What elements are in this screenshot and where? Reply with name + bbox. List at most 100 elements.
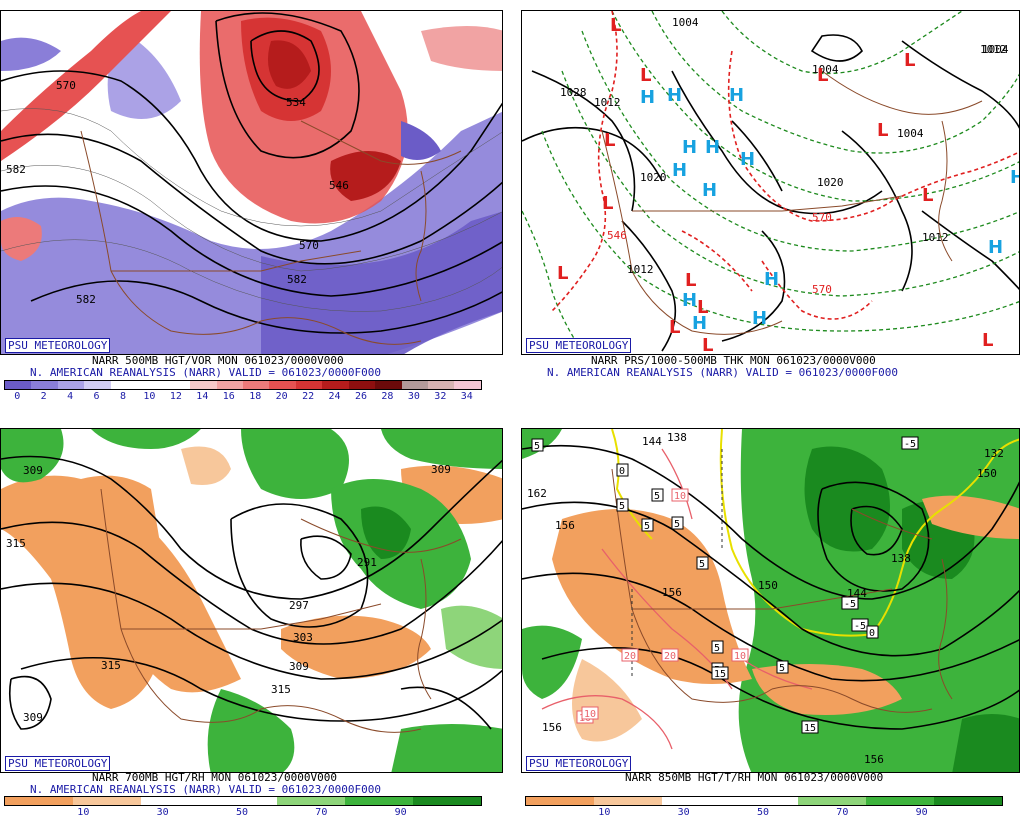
legend-swatch: [348, 381, 376, 389]
legend-swatch: [5, 797, 73, 805]
legend-swatch: [190, 381, 217, 389]
contour-label: 1012: [627, 263, 654, 276]
high-pressure-symbol: H: [705, 137, 720, 158]
panel-850mb-t-rh: 144 138 132 162 156 156 150 144 138 150 …: [521, 428, 1024, 819]
high-pressure-symbol: H: [692, 313, 707, 334]
high-pressure-symbol: H: [729, 85, 744, 106]
legend-tick-label: 2: [40, 391, 47, 402]
temperature-box-label: 5: [779, 663, 785, 674]
contour-label: 570: [56, 79, 76, 92]
low-pressure-symbol: L: [602, 193, 613, 214]
legend-tick-label: 50: [235, 807, 249, 818]
contour-label: 582: [76, 293, 96, 306]
legend-tick-label: 22: [302, 391, 315, 402]
legend-tick-label: 0: [14, 391, 21, 402]
contour-label: 1020: [817, 176, 844, 189]
legend-swatch: [375, 381, 402, 389]
temperature-box-label: 5: [699, 559, 705, 570]
legend-ticks: 10 30 50 70 90: [525, 808, 1001, 818]
contour-label: 309: [23, 464, 43, 477]
temperature-box: [616, 498, 629, 512]
legend-swatch: [295, 381, 323, 389]
legend-swatch: [242, 381, 270, 389]
legend-tick-label: 10: [77, 807, 90, 818]
psu-badge: PSU METEOROLOGY: [526, 338, 632, 353]
legend-tick-label: 24: [328, 391, 341, 402]
map-graphic: 570 534 582 546 570 582 582: [1, 11, 502, 354]
contour-label: 315: [6, 537, 26, 550]
caption-line2: N. AMERICAN REANALYSIS (NARR) VALID = 06…: [547, 366, 898, 379]
psu-badge: PSU METEOROLOGY: [5, 338, 111, 353]
temperature-box-label: 10: [734, 651, 746, 662]
contour-label: 156: [864, 753, 884, 766]
legend-swatch: [73, 797, 141, 805]
legend-tick-label: 10: [143, 391, 156, 402]
legend-swatch: [110, 381, 138, 389]
contour-label: 570: [812, 283, 832, 296]
temperature-box: [851, 618, 869, 632]
contour-label: 1012: [922, 231, 949, 244]
temperature-box-label: 0: [869, 628, 875, 639]
legend-tick-label: 14: [196, 391, 209, 402]
map-850mb: 144 138 132 162 156 156 150 144 138 150 …: [521, 428, 1020, 773]
contour-label: 315: [101, 659, 121, 672]
legend-tick-label: 4: [67, 391, 74, 402]
legend-tick-label: 90: [394, 807, 407, 818]
temperature-box: [661, 648, 679, 662]
contour-label: 1004: [897, 127, 924, 140]
caption-line1: NARR 500MB HGT/VOR MON 061023/0000V000: [92, 354, 344, 367]
high-pressure-symbol: H: [672, 160, 687, 181]
legend-swatch: [322, 381, 349, 389]
contour-label: 1020: [640, 171, 667, 184]
temperature-box: [866, 625, 879, 639]
contour-label: 1012: [980, 43, 1007, 56]
contour-label: 309: [431, 463, 451, 476]
color-legend: [525, 796, 1003, 806]
legend-tick-label: 16: [222, 391, 235, 402]
caption-line2: N. AMERICAN REANALYSIS (NARR) VALID = 06…: [30, 366, 381, 379]
contour-label: 1004: [982, 43, 1009, 56]
temperature-box: [531, 438, 544, 452]
temperature-box: [671, 516, 684, 530]
temperature-box: [671, 488, 689, 502]
low-pressure-symbol: L: [557, 263, 568, 284]
contour-label: 303: [293, 631, 313, 644]
temperature-box-label: 5: [654, 491, 660, 502]
contour-label: 309: [23, 711, 43, 724]
panel-700mb-rh: 309 315 309 291 297 303 309 315 315 309 …: [0, 428, 503, 819]
contour-label: 132: [984, 447, 1004, 460]
contour-label: 162: [527, 487, 547, 500]
low-pressure-symbol: L: [669, 317, 680, 338]
legend-tick-label: 90: [915, 807, 928, 818]
low-pressure-symbol: L: [904, 50, 915, 71]
legend-swatch: [934, 797, 1002, 805]
panel-500mb-vorticity: 570 534 582 546 570 582 582 PSU METEOROL…: [0, 10, 503, 402]
legend-tick-label: 26: [354, 391, 368, 402]
contour-label: 156: [555, 519, 575, 532]
temperature-box: [711, 666, 729, 680]
map-graphic: 1004 1028 1012 1020 1020 1004 1012 1012 …: [522, 11, 1019, 354]
temperature-box: [696, 556, 709, 570]
temperature-box-label: -5: [904, 439, 916, 450]
caption-line2: N. AMERICAN REANALYSIS (NARR) VALID = 06…: [30, 783, 381, 796]
legend-tick-label: 30: [156, 807, 169, 818]
high-pressure-symbol: H: [667, 85, 682, 106]
temperature-box: [731, 648, 749, 662]
caption-line1: NARR PRS/1000-500MB THK MON 061023/0000V…: [591, 354, 876, 367]
temperature-box: [651, 488, 664, 502]
legend-tick-label: 30: [407, 391, 420, 402]
legend-swatch: [137, 381, 164, 389]
contour-label: 570: [299, 239, 319, 252]
temperature-box: [641, 518, 654, 532]
high-pressure-symbol: H: [740, 149, 755, 170]
legend-tick-label: 10: [598, 807, 611, 818]
map-graphic: 144 138 132 162 156 156 150 144 138 150 …: [522, 429, 1019, 772]
low-pressure-symbol: L: [982, 330, 993, 351]
psu-badge: PSU METEOROLOGY: [526, 756, 632, 771]
contour-label: 150: [758, 579, 778, 592]
contour-label: 138: [667, 431, 687, 444]
temperature-box-label: 10: [674, 491, 686, 502]
temperature-box: [581, 706, 599, 720]
temperature-box-label: -5: [854, 621, 866, 632]
contour-label: 582: [287, 273, 307, 286]
